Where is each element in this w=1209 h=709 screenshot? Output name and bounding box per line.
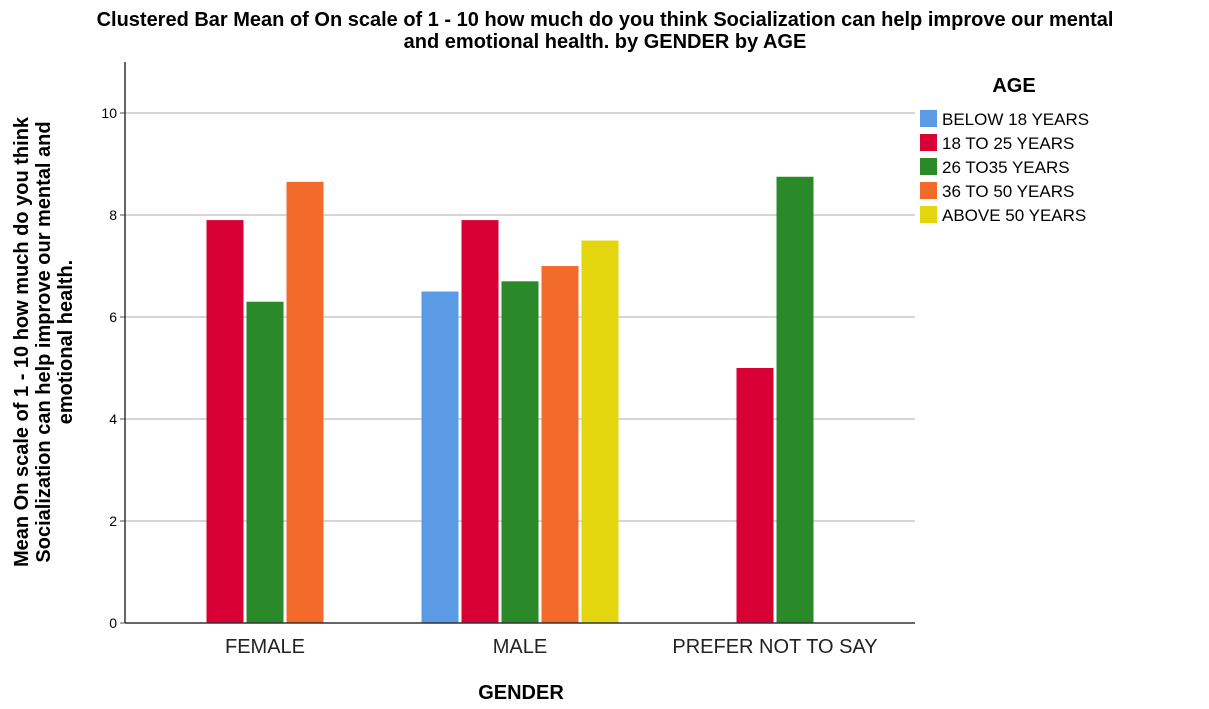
x-tick-label: MALE [493,636,547,658]
y-tick-label: 8 [109,207,117,223]
y-axis-label-line: Mean On scale of 1 - 10 how much do you … [11,116,33,567]
axes [124,62,915,624]
y-tick-labels: 0 2 4 6 8 10 [101,105,117,631]
legend: AGE BELOW 18 YEARS 18 TO 25 YEARS 26 TO35 … [920,75,1089,225]
bar [541,266,579,623]
x-tick-label: FEMALE [225,636,305,658]
y-axis-label-line: Socialization can help improve our menta… [33,121,55,562]
y-axis-label: Mean On scale of 1 - 10 how much do you … [11,116,77,567]
x-tick-labels: FEMALE MALE PREFER NOT TO SAY [225,636,878,658]
y-tick-label: 10 [101,105,117,121]
bars [206,176,814,623]
legend-title: AGE [992,75,1035,97]
bar [581,240,619,623]
bar [421,291,459,623]
chart-title-line: Clustered Bar Mean of On scale of 1 - 10… [97,9,1114,31]
bar [206,220,244,623]
legend-swatch [920,182,937,199]
y-tick-label: 6 [109,309,117,325]
bar [776,176,814,623]
y-axis-label-line: emotional health. [55,260,77,424]
y-tick-label: 2 [109,513,117,529]
legend-item-label: ABOVE 50 YEARS [942,206,1086,225]
bar [461,220,499,623]
legend-item-label: 26 TO35 YEARS [942,158,1070,177]
bar [736,368,774,623]
legend-item-label: BELOW 18 YEARS [942,110,1089,129]
bar [286,181,324,623]
legend-swatch [920,158,937,175]
legend-swatch [920,110,937,127]
chart-title-line: and emotional health. by GENDER by AGE [404,31,807,53]
legend-item-label: 18 TO 25 YEARS [942,134,1074,153]
y-tick-label: 0 [109,615,117,631]
bar [246,301,284,623]
x-axis-label: GENDER [478,682,564,704]
x-tick-label: PREFER NOT TO SAY [672,636,877,658]
chart-title: Clustered Bar Mean of On scale of 1 - 10… [97,9,1114,53]
legend-item-label: 36 TO 50 YEARS [942,182,1074,201]
y-tick-label: 4 [109,411,117,427]
legend-swatch [920,206,937,223]
legend-swatch [920,134,937,151]
bar [501,281,539,623]
